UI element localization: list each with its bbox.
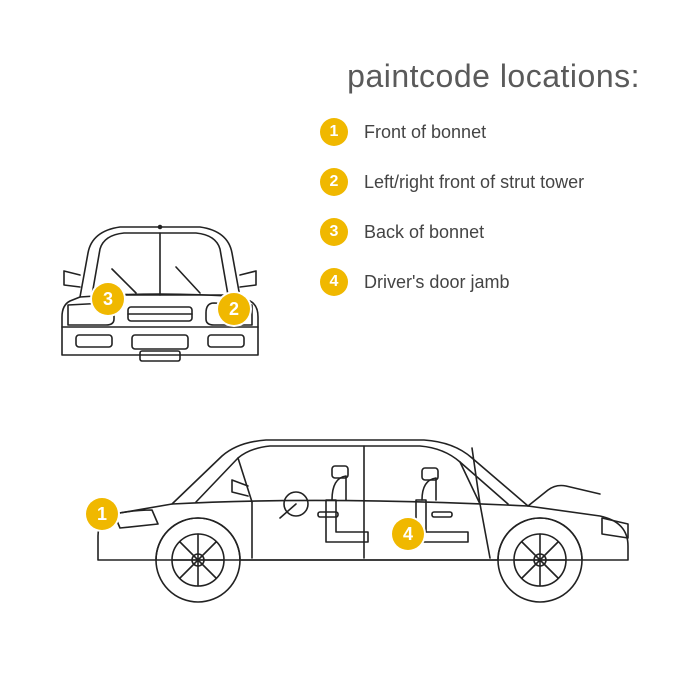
marker-2: 2 <box>218 293 250 325</box>
legend-label-3: Back of bonnet <box>364 222 484 243</box>
legend-label-1: Front of bonnet <box>364 122 486 143</box>
car-side-svg <box>80 400 640 620</box>
page-title: paintcode locations: <box>347 58 640 95</box>
legend-item: 3 Back of bonnet <box>320 218 640 246</box>
marker-1: 1 <box>86 498 118 530</box>
legend-badge-4: 4 <box>320 268 348 296</box>
legend-badge-3: 3 <box>320 218 348 246</box>
legend-item: 4 Driver's door jamb <box>320 268 640 296</box>
car-side-diagram: 1 4 <box>80 400 640 620</box>
legend-item: 2 Left/right front of strut tower <box>320 168 640 196</box>
marker-3: 3 <box>92 283 124 315</box>
legend-label-4: Driver's door jamb <box>364 272 509 293</box>
car-front-diagram: 3 2 <box>40 205 280 385</box>
car-front-svg <box>40 205 280 385</box>
legend-item: 1 Front of bonnet <box>320 118 640 146</box>
legend-label-2: Left/right front of strut tower <box>364 172 584 193</box>
marker-4: 4 <box>392 518 424 550</box>
legend-list: 1 Front of bonnet 2 Left/right front of … <box>320 118 640 318</box>
legend-badge-1: 1 <box>320 118 348 146</box>
legend-badge-2: 2 <box>320 168 348 196</box>
